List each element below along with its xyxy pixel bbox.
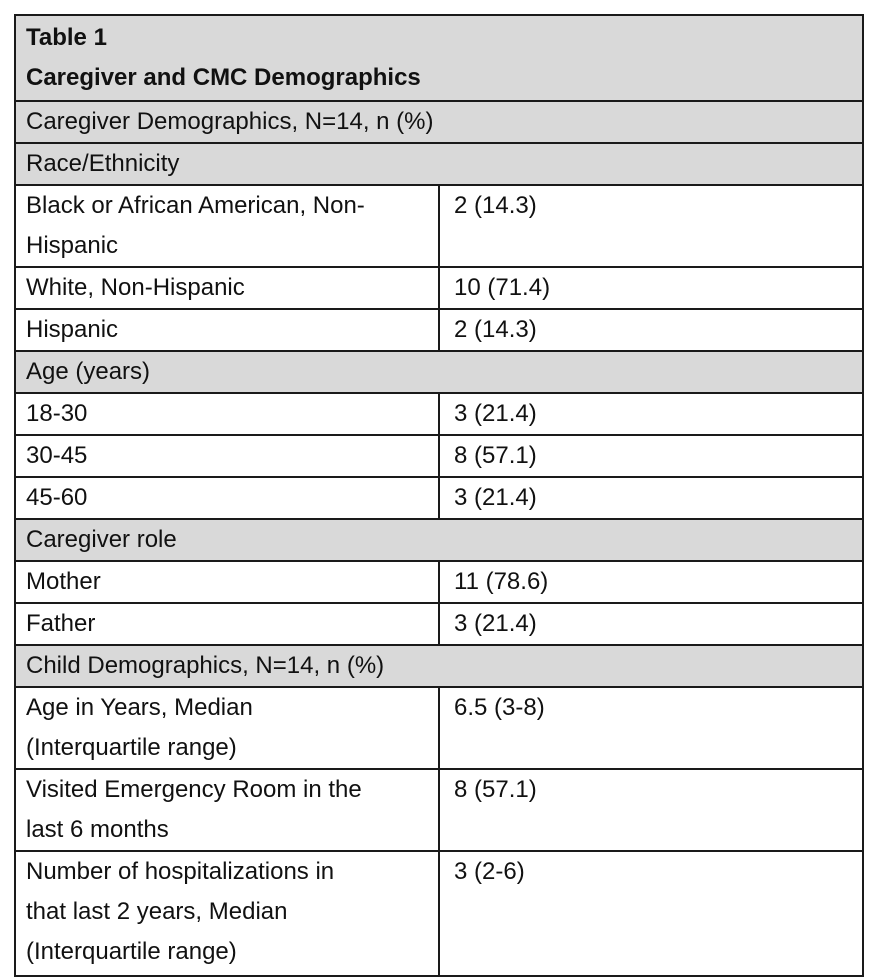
row-value: 6.5 (3-8): [438, 686, 864, 770]
age-group-header: Age (years): [14, 350, 864, 394]
row-label: Visited Emergency Room in the last 6 mon…: [14, 768, 440, 852]
table-row: Visited Emergency Room in the last 6 mon…: [14, 768, 864, 852]
row-value: 2 (14.3): [438, 308, 864, 352]
row-label-line: that last 2 years, Median: [26, 898, 288, 925]
row-label: 30-45: [14, 434, 440, 478]
row-label-line: (Interquartile range): [26, 734, 237, 761]
row-label-line: Age in Years, Median: [26, 694, 253, 721]
group-header-row: Race/Ethnicity: [14, 142, 864, 186]
row-label-line: (Interquartile range): [26, 938, 237, 965]
row-label-line: last 6 months: [26, 816, 169, 843]
row-label: Mother: [14, 560, 440, 604]
row-value: 3 (21.4): [438, 392, 864, 436]
row-value: 3 (21.4): [438, 476, 864, 520]
table-row: Hispanic 2 (14.3): [14, 308, 864, 352]
row-label-line: Hispanic: [26, 232, 119, 259]
role-group-header: Caregiver role: [14, 518, 864, 562]
row-label: Age in Years, Median (Interquartile rang…: [14, 686, 440, 770]
table-row: 30-45 8 (57.1): [14, 434, 864, 478]
table-row: Age in Years, Median (Interquartile rang…: [14, 686, 864, 770]
caregiver-section-header: Caregiver Demographics, N=14, n (%): [14, 100, 864, 144]
table-row: 18-30 3 (21.4): [14, 392, 864, 436]
table-title-row: Table 1 Caregiver and CMC Demographics: [14, 14, 864, 102]
table-row: Father 3 (21.4): [14, 602, 864, 646]
child-section-header: Child Demographics, N=14, n (%): [14, 644, 864, 688]
row-value: 8 (57.1): [438, 768, 864, 852]
row-value: 3 (21.4): [438, 602, 864, 646]
row-label: Father: [14, 602, 440, 646]
row-value: 2 (14.3): [438, 184, 864, 268]
table-title-cell: Table 1 Caregiver and CMC Demographics: [14, 14, 864, 102]
row-value: 10 (71.4): [438, 266, 864, 310]
table-row: Black or African American, Non- Hispanic…: [14, 184, 864, 268]
row-label: Number of hospitalizations in that last …: [14, 850, 440, 977]
race-group-header: Race/Ethnicity: [14, 142, 864, 186]
table-row: White, Non-Hispanic 10 (71.4): [14, 266, 864, 310]
row-value: 11 (78.6): [438, 560, 864, 604]
table-row: 45-60 3 (21.4): [14, 476, 864, 520]
row-label: White, Non-Hispanic: [14, 266, 440, 310]
row-label-line: Visited Emergency Room in the: [26, 776, 362, 803]
section-header-row: Caregiver Demographics, N=14, n (%): [14, 100, 864, 144]
table-row: Number of hospitalizations in that last …: [14, 850, 864, 977]
row-label: Black or African American, Non- Hispanic: [14, 184, 440, 268]
row-label: Hispanic: [14, 308, 440, 352]
demographics-table: Table 1 Caregiver and CMC Demographics C…: [14, 14, 864, 977]
row-label: 45-60: [14, 476, 440, 520]
row-label-line: Black or African American, Non-: [26, 192, 365, 219]
table-number: Table 1: [26, 24, 107, 51]
group-header-row: Age (years): [14, 350, 864, 394]
table-row: Mother 11 (78.6): [14, 560, 864, 604]
row-value: 3 (2-6): [438, 850, 864, 977]
section-header-row: Child Demographics, N=14, n (%): [14, 644, 864, 688]
row-value: 8 (57.1): [438, 434, 864, 478]
table-title: Caregiver and CMC Demographics: [26, 64, 421, 91]
row-label-line: Number of hospitalizations in: [26, 858, 335, 885]
group-header-row: Caregiver role: [14, 518, 864, 562]
row-label: 18-30: [14, 392, 440, 436]
